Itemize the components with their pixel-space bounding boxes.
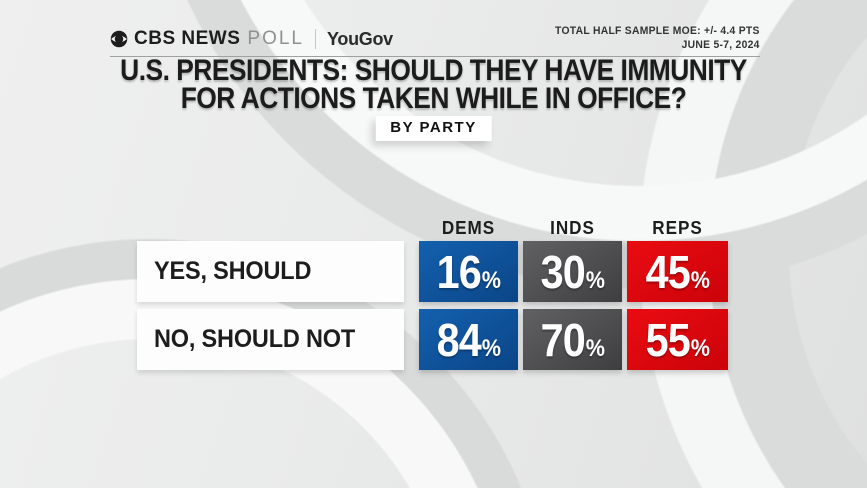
cbs-eye-icon (110, 30, 128, 48)
value-no-inds: 70% (540, 313, 605, 366)
column-header-reps: REPS (652, 218, 703, 238)
top-bar: CBS NEWS POLL YouGov TOTAL HALF SAMPLE M… (110, 24, 760, 52)
sample-moe-note: TOTAL HALF SAMPLE MOE: +/- 4.4 PTS JUNE … (555, 24, 760, 52)
poll-wordmark: POLL (247, 28, 304, 49)
cell-yes-dems: 16% (419, 241, 518, 302)
column-header-inds: INDS (550, 218, 595, 238)
cbs-news-poll-logo: CBS NEWS POLL YouGov (110, 28, 393, 50)
page-title: U.S. PRESIDENTS: SHOULD THEY HAVE IMMUNI… (0, 54, 867, 115)
value-no-dems: 84% (436, 313, 501, 366)
value-yes-dems: 16% (436, 245, 501, 298)
cell-no-dems: 84% (419, 309, 518, 370)
row-label-yes-should: YES, SHOULD (137, 241, 404, 302)
by-party-badge: BY PARTY (375, 116, 492, 141)
column-header-dems: DEMS (441, 218, 496, 238)
cell-yes-inds: 30% (523, 241, 622, 302)
row-label-no-should-not: NO, SHOULD NOT (137, 309, 404, 370)
moe-line: TOTAL HALF SAMPLE MOE: +/- 4.4 PTS (555, 25, 760, 37)
title-line-2: FOR ACTIONS TAKEN WHILE IN OFFICE? (180, 82, 687, 115)
header-rule (110, 56, 760, 57)
cbs-news-wordmark: CBS NEWS (134, 28, 241, 49)
date-line: JUNE 5-7, 2024 (681, 39, 760, 51)
value-yes-reps: 45% (645, 245, 710, 298)
cell-no-inds: 70% (523, 309, 622, 370)
by-party-label: BY PARTY (390, 119, 477, 136)
title-line-1: U.S. PRESIDENTS: SHOULD THEY HAVE IMMUNI… (120, 54, 747, 87)
cell-yes-reps: 45% (627, 241, 728, 302)
row-label-text: YES, SHOULD (154, 257, 312, 285)
yougov-wordmark: YouGov (327, 28, 393, 49)
value-yes-inds: 30% (540, 245, 605, 298)
cell-no-reps: 55% (627, 309, 728, 370)
logo-divider (315, 29, 316, 49)
row-label-text: NO, SHOULD NOT (154, 325, 356, 353)
value-no-reps: 55% (645, 313, 710, 366)
